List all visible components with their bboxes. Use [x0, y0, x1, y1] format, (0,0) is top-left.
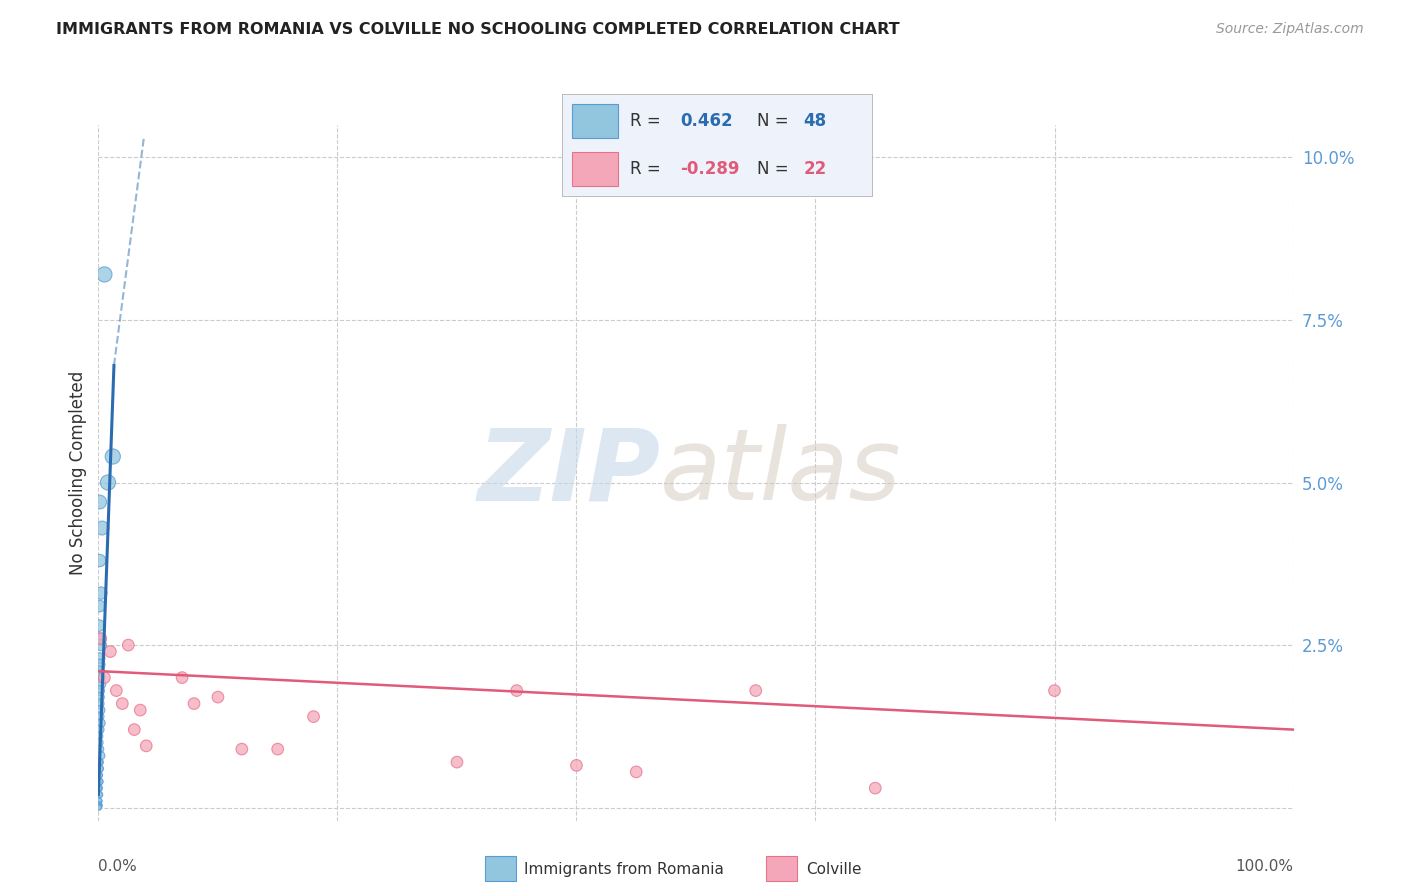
Point: [89, 742, 111, 756]
Text: -0.289: -0.289: [681, 160, 740, 178]
Point: [87, 800, 110, 814]
Point: [183, 697, 205, 711]
Point: [89, 709, 111, 723]
Point: [129, 703, 152, 717]
Text: 100.0%: 100.0%: [1236, 859, 1294, 874]
Point: [89, 632, 111, 646]
Point: [89, 553, 111, 567]
Point: [87, 618, 110, 632]
Y-axis label: No Schooling Completed: No Schooling Completed: [69, 371, 87, 574]
Point: [89, 788, 111, 802]
Point: [87, 797, 110, 812]
Point: [302, 709, 325, 723]
Point: [565, 758, 588, 772]
Point: [89, 495, 111, 509]
Point: [89, 657, 111, 672]
Point: [90, 677, 112, 691]
Point: [231, 742, 253, 756]
Point: [98, 644, 122, 658]
Point: [89, 774, 111, 789]
Point: [626, 764, 648, 779]
Point: [89, 762, 111, 776]
Text: IMMIGRANTS FROM ROMANIA VS COLVILLE NO SCHOOLING COMPLETED CORRELATION CHART: IMMIGRANTS FROM ROMANIA VS COLVILLE NO S…: [56, 22, 900, 37]
Text: R =: R =: [630, 160, 666, 178]
Point: [172, 671, 194, 685]
Text: Colville: Colville: [806, 863, 860, 877]
Point: [87, 794, 110, 808]
Point: [87, 768, 110, 782]
Point: [90, 586, 112, 600]
Text: N =: N =: [758, 112, 794, 130]
Bar: [572, 153, 619, 186]
Point: [93, 268, 115, 282]
Point: [97, 475, 120, 490]
Point: [111, 697, 134, 711]
Text: R =: R =: [630, 112, 666, 130]
Point: [89, 599, 111, 613]
Point: [89, 774, 111, 789]
Point: [89, 723, 111, 737]
Point: [90, 716, 112, 731]
Point: [87, 781, 110, 796]
Text: Immigrants from Romania: Immigrants from Romania: [524, 863, 724, 877]
Point: [745, 683, 768, 698]
Text: 48: 48: [804, 112, 827, 130]
Bar: [572, 104, 619, 137]
Text: Source: ZipAtlas.com: Source: ZipAtlas.com: [1216, 22, 1364, 37]
Point: [89, 671, 111, 685]
Point: [89, 664, 111, 678]
Point: [89, 798, 111, 813]
Point: [90, 632, 112, 646]
Point: [87, 768, 110, 782]
Point: [101, 450, 124, 464]
Text: 0.462: 0.462: [681, 112, 733, 130]
Point: [446, 755, 468, 769]
Point: [1043, 683, 1066, 698]
Point: [89, 762, 111, 776]
Point: [117, 638, 139, 652]
Point: [207, 690, 229, 704]
Point: [87, 799, 110, 814]
Text: 0.0%: 0.0%: [98, 859, 138, 874]
Point: [87, 797, 110, 812]
Point: [87, 781, 110, 796]
Point: [89, 788, 111, 802]
Point: [87, 800, 110, 814]
Point: [89, 651, 111, 665]
Point: [91, 521, 114, 535]
Point: [267, 742, 290, 756]
Point: [863, 781, 887, 796]
Point: [87, 799, 110, 814]
Point: [90, 748, 112, 763]
Text: ZIP: ZIP: [477, 425, 661, 521]
Point: [93, 671, 115, 685]
Point: [124, 723, 146, 737]
Text: 22: 22: [804, 160, 827, 178]
Point: [89, 697, 111, 711]
Text: atlas: atlas: [661, 425, 901, 521]
Point: [105, 683, 128, 698]
Point: [89, 683, 111, 698]
Point: [89, 703, 111, 717]
Point: [90, 638, 112, 652]
Point: [89, 755, 111, 769]
Point: [89, 690, 111, 704]
Text: N =: N =: [758, 160, 794, 178]
Point: [87, 729, 110, 743]
Point: [87, 755, 110, 769]
Point: [87, 736, 110, 750]
Point: [87, 794, 110, 808]
Point: [506, 683, 529, 698]
Point: [135, 739, 157, 753]
